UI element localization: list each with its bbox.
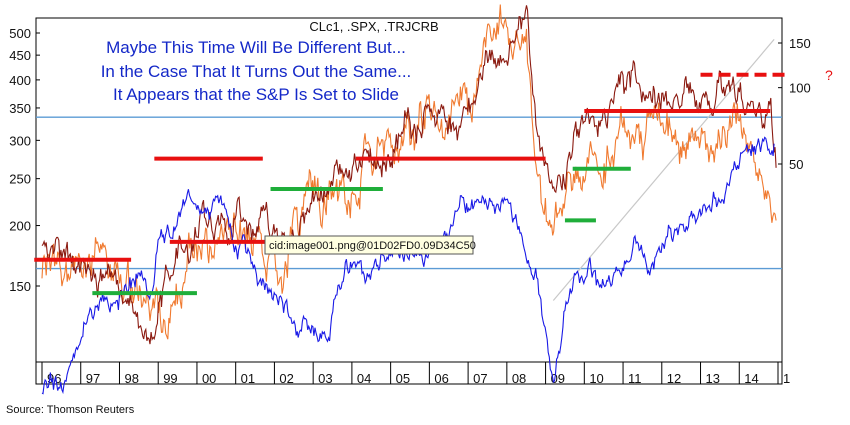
- right-tick-label: 150: [789, 36, 811, 51]
- x-tick-label: 03: [318, 371, 332, 386]
- series-group: [41, 4, 777, 395]
- x-tick-label: 04: [357, 371, 371, 386]
- x-tick-label: 11: [628, 371, 642, 386]
- tooltip-text: cid:image001.png@01D02FD0.09D34C50: [269, 240, 476, 252]
- left-tick-label: 200: [9, 219, 31, 234]
- x-tick-label: 05: [396, 371, 410, 386]
- left-axis: 500 450 400 350 300 250 200 150: [9, 26, 40, 294]
- x-tick-label: 99: [163, 371, 177, 386]
- x-tick-label: 00: [202, 371, 216, 386]
- x-tick-label: 12: [667, 371, 681, 386]
- annotation-line-1: Maybe This Time Will Be Different But...: [106, 38, 406, 57]
- projection-question-mark: ?: [825, 67, 833, 83]
- left-tick-label: 300: [9, 133, 31, 148]
- annotation-line-2: In the Case That It Turns Out the Same..…: [101, 62, 412, 81]
- x-tick-label: 08: [512, 371, 526, 386]
- trend-line-group: [552, 39, 775, 301]
- left-tick-label: 150: [9, 279, 31, 294]
- x-axis: 96 97 98 99 00 01 02 03 04 05 06 07 08 09 10 11 12 13 14 1: [41, 362, 790, 386]
- right-tick-label: 100: [789, 81, 811, 96]
- x-tick-label: 09: [551, 371, 565, 386]
- x-tick-label: 13: [706, 371, 720, 386]
- left-tick-label: 400: [9, 73, 31, 88]
- left-tick-label: 500: [9, 26, 31, 41]
- x-tick-label: 07: [473, 371, 487, 386]
- x-tick-label: 01: [241, 371, 255, 386]
- left-tick-label: 350: [9, 101, 31, 116]
- x-tick-label: 98: [124, 371, 138, 386]
- x-tick-label: 97: [86, 371, 100, 386]
- chart-title: CLc1, .SPX, .TRJCRB: [309, 19, 438, 34]
- left-tick-label: 450: [9, 48, 31, 63]
- image-tooltip: cid:image001.png@01D02FD0.09D34C50: [264, 235, 476, 255]
- trend-line: [552, 39, 775, 301]
- right-axis: 150 100 50: [778, 36, 811, 172]
- x-tick-label: 02: [279, 371, 293, 386]
- level-lines: [34, 72, 786, 296]
- x-tick-label: 14: [744, 371, 758, 386]
- x-tick-label: 1: [783, 371, 790, 386]
- crb-series-line: [41, 5, 777, 345]
- source-note: Source: Thomson Reuters: [6, 404, 135, 416]
- annotation-line-3: It Appears that the S&P Is Set to Slide: [113, 85, 399, 104]
- x-tick-label: 06: [434, 371, 448, 386]
- spx-series-line: [41, 136, 775, 395]
- x-tick-label: 10: [589, 371, 603, 386]
- plot-frame: [35, 17, 783, 385]
- left-tick-label: 250: [9, 172, 31, 187]
- oil-series-line: [41, 4, 777, 340]
- right-tick-label: 50: [789, 157, 803, 172]
